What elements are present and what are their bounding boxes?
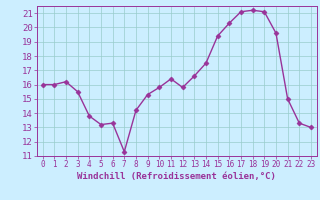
X-axis label: Windchill (Refroidissement éolien,°C): Windchill (Refroidissement éolien,°C) <box>77 172 276 181</box>
